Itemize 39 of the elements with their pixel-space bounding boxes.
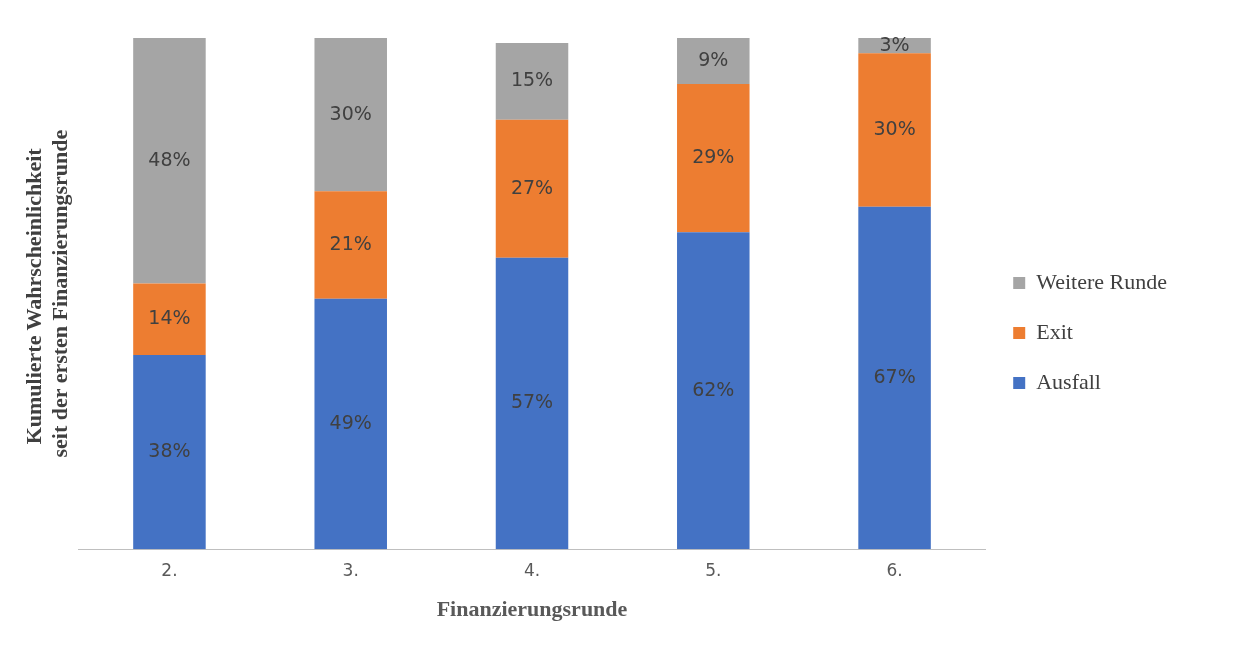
legend-label: Ausfall	[1036, 368, 1101, 394]
data-label: 30%	[329, 101, 372, 124]
data-label: 3%	[879, 32, 910, 55]
bar	[677, 38, 750, 85]
data-label: 62%	[692, 377, 735, 400]
data-label: 15%	[510, 68, 554, 91]
data-label: 27%	[510, 175, 554, 198]
legend-label: Weitere Runde	[1036, 268, 1168, 294]
bar	[133, 38, 206, 284]
bar	[314, 38, 387, 192]
bar	[495, 43, 569, 120]
x-axis-title: Finanzierungsrunde	[436, 596, 628, 622]
data-label: 21%	[329, 231, 372, 254]
data-label: 14%	[148, 306, 191, 329]
x-tick-label: 4.	[523, 559, 541, 580]
bar	[858, 206, 931, 550]
data-label: 49%	[329, 410, 372, 433]
bar	[495, 257, 569, 550]
bar	[314, 298, 387, 550]
y-axis-title: Kumulierte Wahrscheinlichkeit seit der ersten Finanzierungsrunde	[20, 129, 73, 458]
bar	[314, 191, 387, 299]
x-tick-label: 6.	[886, 559, 903, 580]
x-tick-label: 2.	[161, 559, 178, 580]
data-label: 29%	[692, 145, 735, 168]
data-label: 57%	[510, 390, 554, 413]
x-tick-label: 3.	[342, 559, 359, 580]
x-tick-label: 5.	[705, 559, 722, 580]
data-label: 48%	[148, 147, 191, 170]
bar	[133, 283, 206, 355]
bar	[677, 232, 750, 550]
legend-label: Exit	[1036, 318, 1073, 344]
data-label: 38%	[148, 439, 191, 462]
bar	[858, 53, 931, 207]
data-label: 67%	[873, 364, 916, 387]
bar	[495, 119, 569, 258]
bar	[133, 354, 206, 550]
data-label: 9%	[698, 47, 729, 70]
bar	[677, 84, 750, 233]
data-label: 30%	[873, 116, 916, 139]
